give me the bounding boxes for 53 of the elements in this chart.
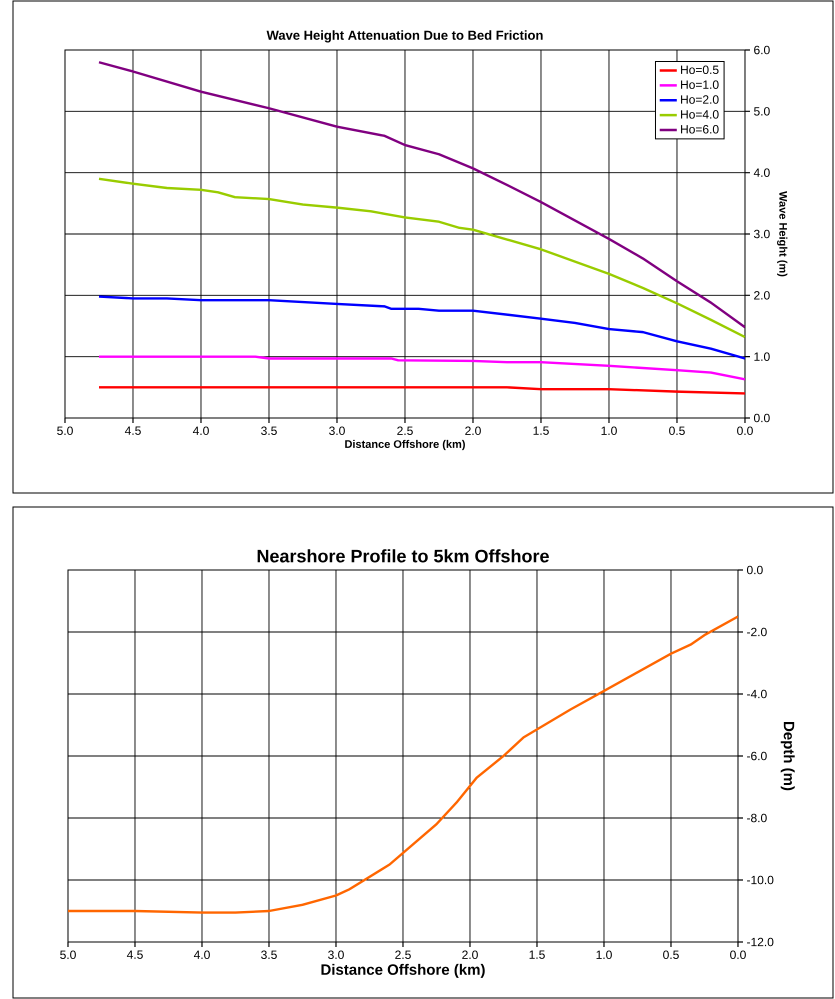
x-tick-label: 4.5 [124, 426, 141, 435]
y-tick-label: -10.0 [747, 876, 774, 884]
x-tick-label: 3.0 [329, 426, 345, 436]
x-axis-title: Distance Offshore (km) [321, 964, 485, 978]
line-series [98, 295, 745, 360]
y-tick-label: 5.0 [754, 107, 770, 116]
chart-title: Wave Height Attenuation Due to Bed Friction [266, 30, 543, 42]
y-tick-label: 0.0 [746, 566, 763, 574]
y-tick-label: 3.0 [754, 230, 770, 238]
x-tick-label: 3.5 [261, 950, 277, 960]
line-series [98, 355, 745, 381]
x-tick-label: 5.0 [60, 950, 76, 960]
x-tick-label: 0.0 [737, 426, 753, 436]
line-series [68, 615, 738, 914]
x-axis-title: Distance Offshore (km) [345, 440, 465, 450]
chart-title: Nearshore Profile to 5km Offshore [258, 549, 549, 562]
x-tick-label: 2.0 [465, 426, 481, 436]
x-tick-label: 0.5 [669, 426, 685, 436]
line-series [98, 386, 745, 395]
y-tick-label: 2.0 [754, 291, 770, 300]
y-tick-label: 1.0 [754, 352, 770, 361]
y-tick-label: -2.0 [747, 628, 767, 636]
x-tick-label: 1.5 [534, 426, 549, 435]
x-tick-label: 2.0 [462, 950, 478, 960]
x-tick-label: 2.5 [397, 426, 413, 436]
legend-label: Ho=2.0 [681, 95, 719, 104]
x-tick-label: 1.0 [602, 426, 617, 436]
legend-label: Ho=4.0 [681, 110, 719, 119]
x-tick-label: 4.0 [194, 950, 210, 960]
y-axis-title: Depth (m) [780, 722, 795, 790]
x-tick-label: 1.0 [596, 950, 612, 960]
x-tick-label: 4.0 [192, 426, 209, 436]
x-tick-label: 0.0 [730, 950, 746, 960]
legend-label: Ho=0.5 [681, 66, 719, 74]
y-tick-label: 4.0 [754, 168, 770, 177]
line-series [98, 61, 745, 328]
y-tick-label: -4.0 [747, 690, 767, 698]
y-tick-label: 6.0 [754, 46, 770, 54]
y-tick-label: -8.0 [747, 814, 767, 822]
legend-label: Ho=6.0 [681, 125, 719, 134]
line-series [98, 178, 745, 338]
x-tick-label: 5.0 [57, 426, 73, 436]
x-tick-label: 3.5 [261, 426, 277, 436]
y-axis-title: Wave Height (m) [777, 191, 788, 276]
y-tick-label: -12.0 [747, 938, 774, 946]
x-tick-label: 2.5 [395, 950, 411, 960]
x-tick-label: 3.0 [328, 950, 344, 960]
y-tick-label: -6.0 [747, 752, 767, 760]
x-tick-label: 4.5 [126, 950, 143, 959]
x-tick-label: 0.5 [663, 950, 679, 960]
legend-label: Ho=1.0 [681, 80, 719, 89]
y-tick-label: 0.0 [754, 414, 770, 422]
x-tick-label: 1.5 [530, 950, 545, 959]
